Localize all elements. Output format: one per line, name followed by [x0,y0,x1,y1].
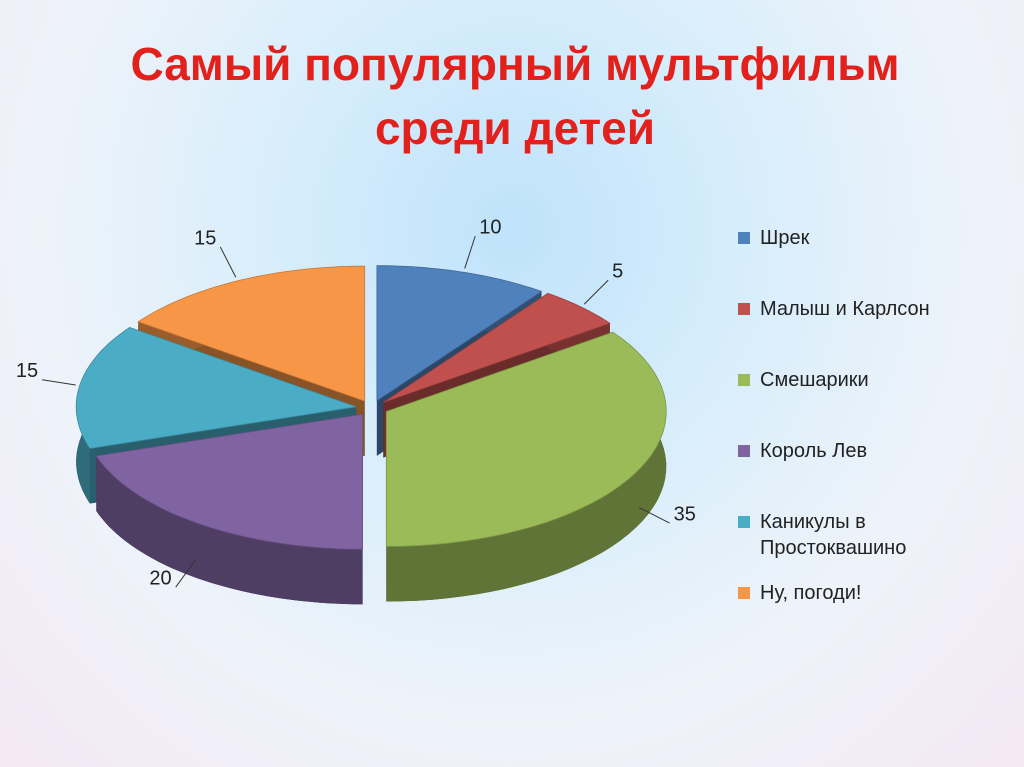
legend-item: Ну, погоди! [738,580,998,651]
legend-item: Король Лев [738,438,998,509]
slice-top [137,265,366,402]
data-label: 35 [674,503,696,525]
leader-line [639,507,670,524]
leader-line [42,379,76,386]
legend-swatch [738,587,750,599]
chart-title: Самый популярный мультфильм среди детей [130,38,900,154]
legend-swatch [738,303,750,315]
pie-chart: 10 15 5 15 35 20 [16,216,696,605]
data-label: 15 [194,227,216,249]
data-label: 20 [149,567,171,589]
slice-side [386,332,667,602]
legend-item: Малыш и Карлсон [738,296,998,367]
legend-label: Ну, погоди! [760,582,862,604]
legend-item: Каникулы в Простоквашино [738,509,998,580]
data-label: 15 [16,360,38,382]
legend-label: Смешарики [760,369,869,391]
legend-label: Каникулы в Простоквашино [760,511,907,559]
slice-side [96,456,363,605]
slice-top [383,292,611,403]
legend-swatch [738,374,750,386]
data-label: 10 [479,216,501,238]
leader-line [464,235,476,269]
slice-top [376,265,543,402]
legend-label: Малыш и Карлсон [760,298,930,320]
legend: Шрек Малыш и Карлсон Смешарики Король Лев Ка… [738,225,998,651]
legend-item: Шрек [738,225,998,296]
legend-label: Король Лев [760,440,868,462]
slice [385,331,667,602]
leader-line [583,279,609,305]
legend-item: Смешарики [738,367,998,438]
data-label: 5 [612,260,623,282]
legend-swatch [738,232,750,244]
legend-swatch [738,516,750,528]
slice-top [385,331,667,547]
legend-label: Шрек [760,227,810,249]
leader-line [219,246,237,278]
slice [95,413,363,605]
slice-top [75,326,357,449]
slice-top [95,413,363,550]
leader-line [175,559,197,588]
legend-swatch [738,445,750,457]
